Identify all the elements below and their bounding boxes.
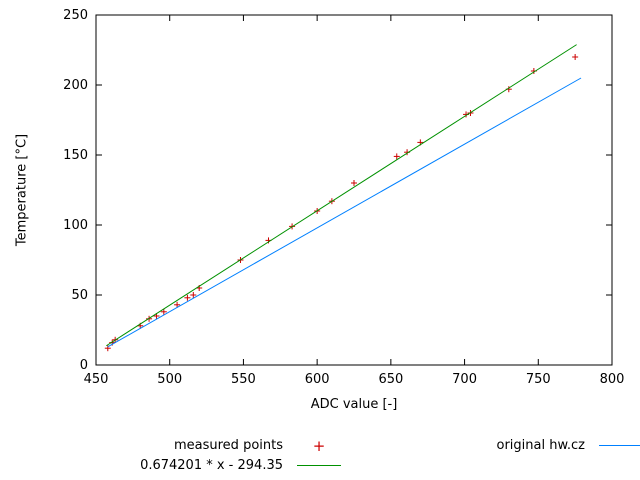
y-axis-ticks: 0 50 100 150 200 250 bbox=[63, 8, 612, 373]
x-tick-label: 650 bbox=[378, 372, 403, 387]
legend-line-original-icon bbox=[599, 445, 640, 446]
legend-label-fit: 0.674201 * x - 294.35 bbox=[140, 458, 283, 473]
x-tick-label: 600 bbox=[305, 372, 330, 387]
legend-item-original: original hw.cz bbox=[475, 438, 640, 453]
series-measured-points bbox=[104, 54, 579, 352]
legend-item-measured: measured points + bbox=[123, 438, 341, 453]
x-tick-label: 700 bbox=[452, 372, 477, 387]
legend-label-measured: measured points bbox=[173, 438, 283, 453]
y-tick-label: 250 bbox=[63, 8, 88, 23]
legend-line-fit-icon bbox=[297, 465, 341, 466]
series-original-hwcz-line bbox=[107, 77, 582, 348]
y-tick-label: 50 bbox=[71, 288, 88, 303]
legend-label-original: original hw.cz bbox=[496, 438, 585, 453]
y-tick-label: 200 bbox=[63, 78, 88, 93]
x-tick-label: 750 bbox=[526, 372, 551, 387]
plot-border bbox=[95, 14, 613, 366]
y-tick-label: 0 bbox=[80, 358, 88, 373]
x-axis-label: ADC value [-] bbox=[310, 397, 398, 412]
series-fit-line bbox=[106, 44, 577, 347]
y-tick-label: 150 bbox=[63, 148, 88, 163]
x-axis-ticks: 450 500 550 600 650 700 750 800 bbox=[84, 15, 625, 387]
y-tick-label: 100 bbox=[63, 218, 88, 233]
legend-item-fit: 0.674201 * x - 294.35 bbox=[115, 458, 341, 473]
legend-marker-measured-plus-icon: + bbox=[312, 436, 326, 455]
x-tick-label: 500 bbox=[157, 372, 182, 387]
x-tick-label: 550 bbox=[231, 372, 256, 387]
x-tick-label: 450 bbox=[84, 372, 109, 387]
y-axis-label: Temperature [°C] bbox=[14, 133, 30, 247]
x-tick-label: 800 bbox=[600, 372, 625, 387]
